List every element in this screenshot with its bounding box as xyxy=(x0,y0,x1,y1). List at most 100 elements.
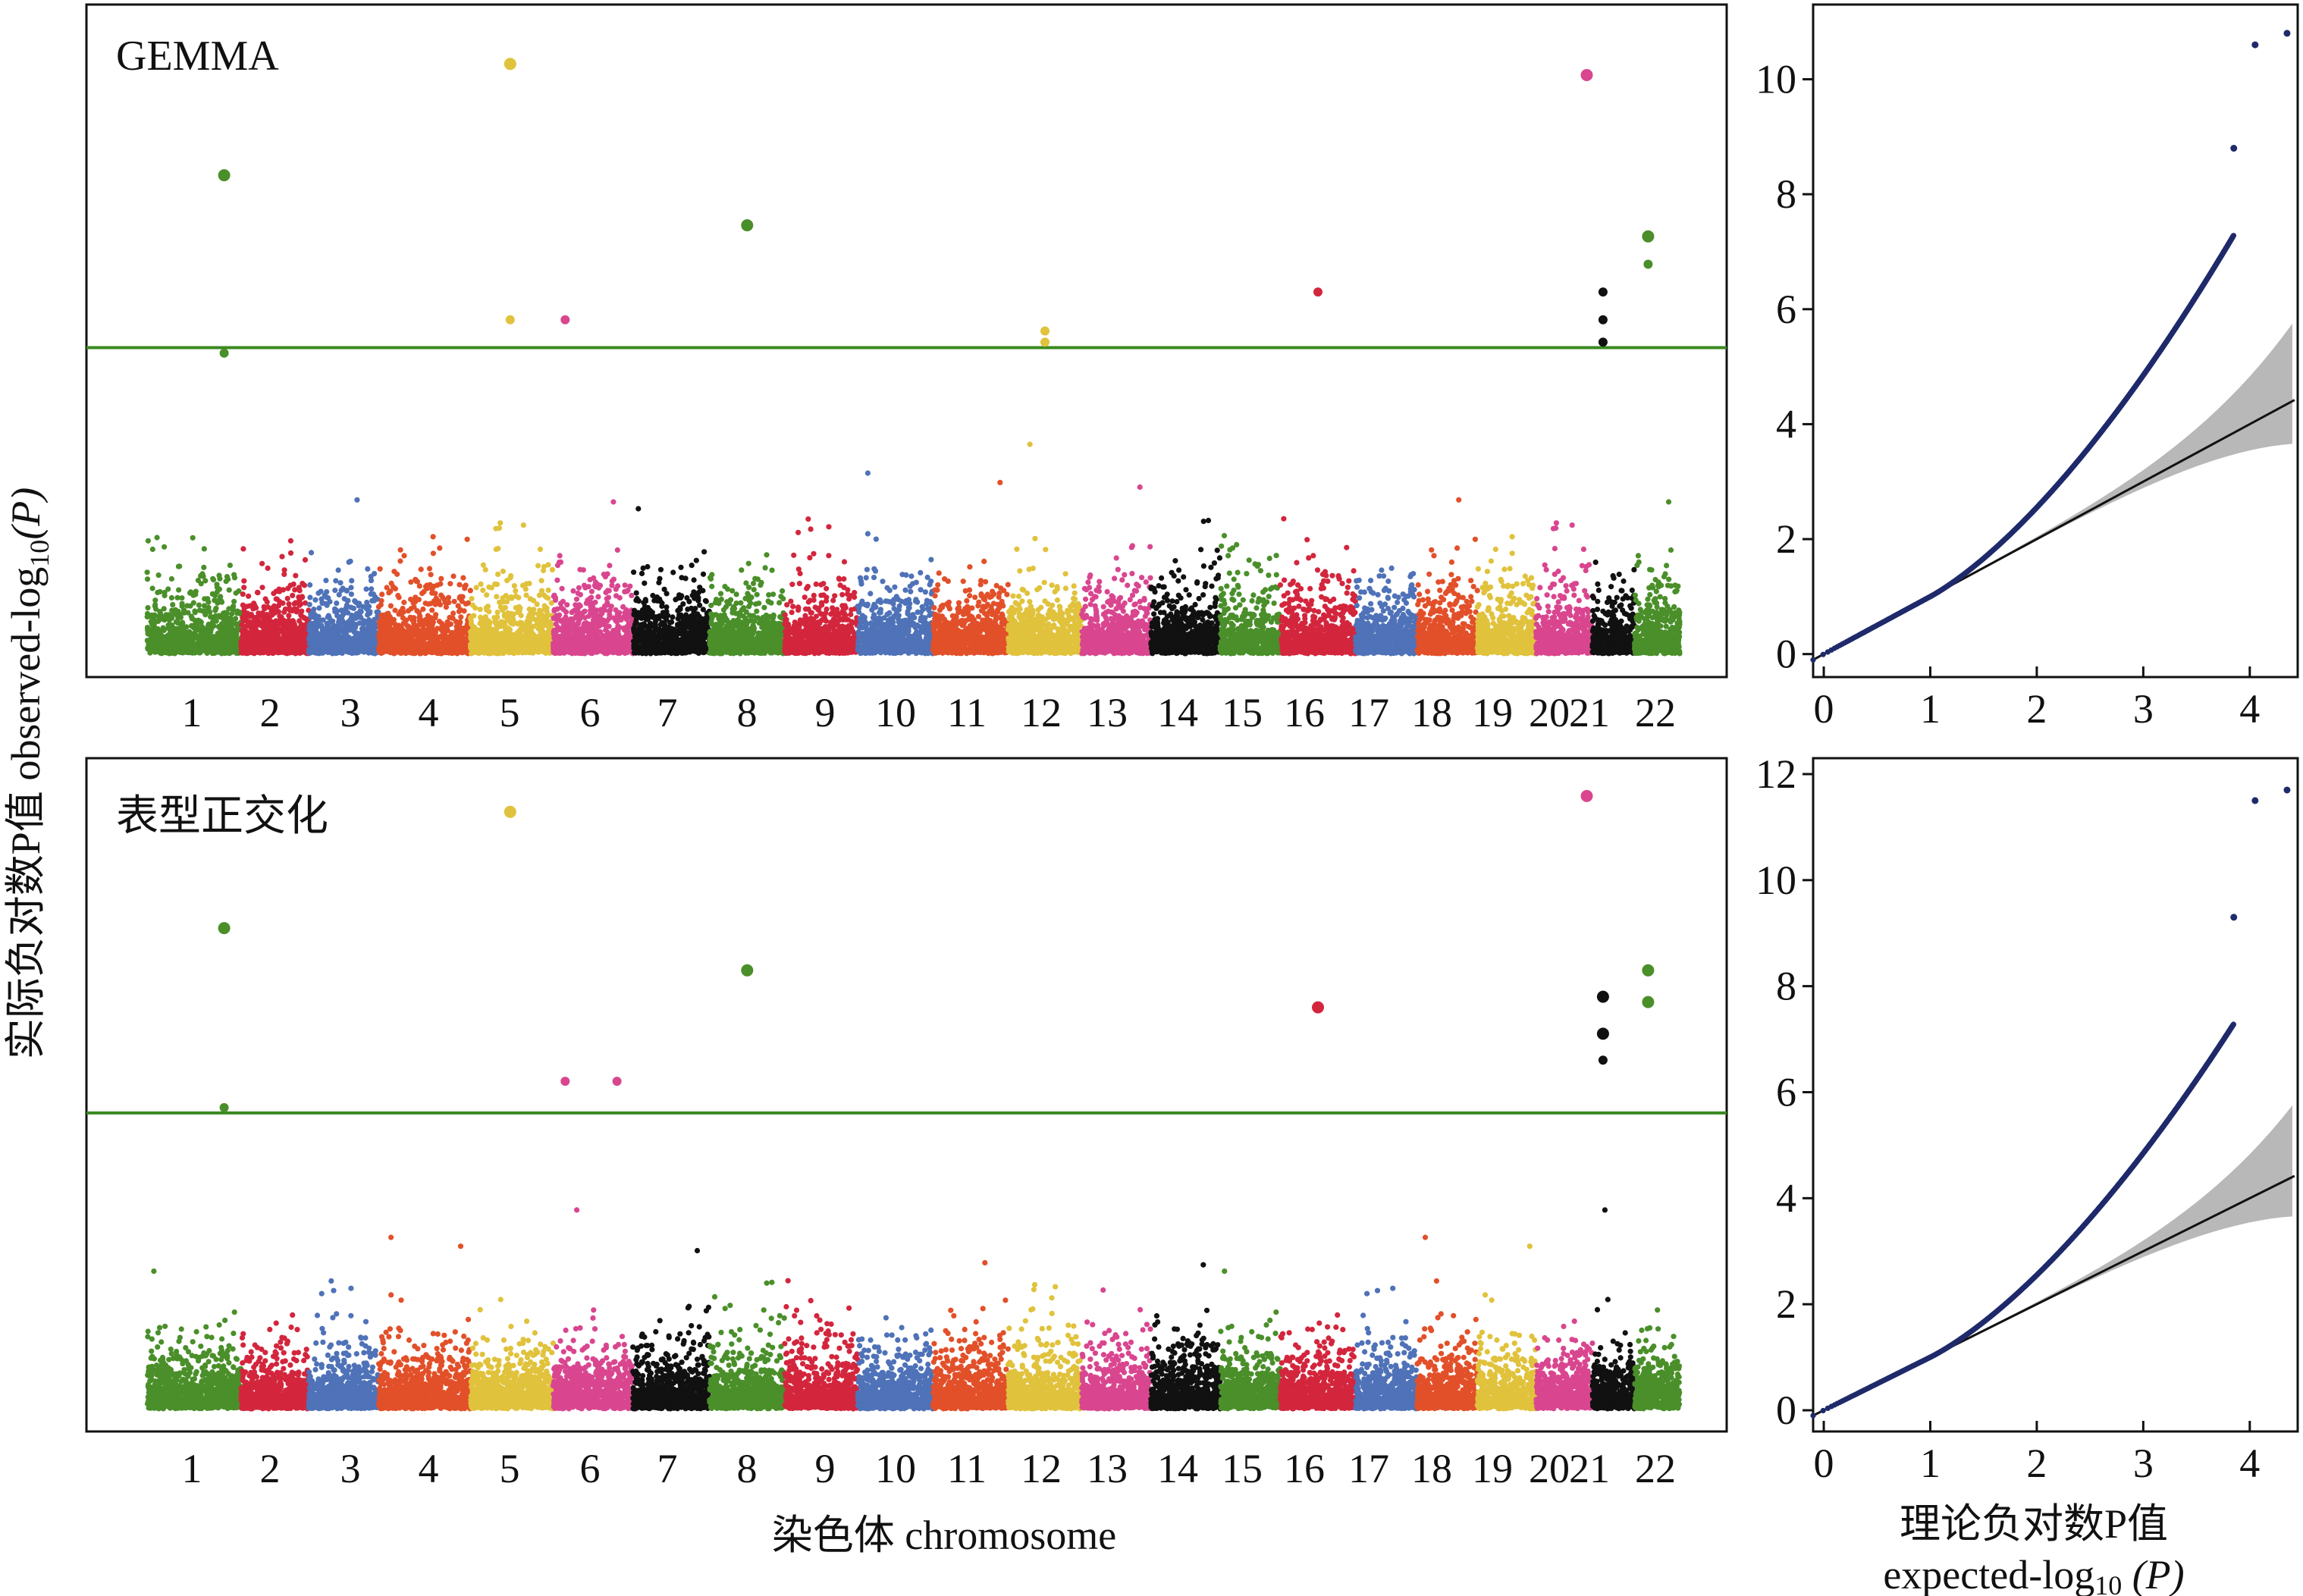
snp-point xyxy=(196,635,202,641)
snp-point xyxy=(209,638,215,644)
snp-point xyxy=(545,562,551,568)
snp-point xyxy=(408,606,414,612)
snp-point xyxy=(431,583,437,589)
snp-point xyxy=(308,611,314,618)
snp-point xyxy=(377,566,383,572)
snp-point xyxy=(158,610,164,617)
snp-point xyxy=(221,629,227,635)
snp-point xyxy=(494,614,500,620)
snp-point xyxy=(531,637,538,643)
snp-point xyxy=(360,648,366,655)
snp-point xyxy=(319,600,325,606)
snp-point xyxy=(622,613,629,619)
snp-point xyxy=(564,602,570,608)
snp-point xyxy=(408,596,414,603)
snp-point xyxy=(246,593,252,599)
snp-point xyxy=(563,609,569,615)
snp-point xyxy=(418,566,424,572)
snp-point xyxy=(433,595,439,601)
snp-point xyxy=(192,610,198,616)
snp-point xyxy=(609,582,615,588)
snp-point xyxy=(527,596,534,602)
snp-point xyxy=(365,643,372,649)
snp-point xyxy=(293,572,299,579)
snp-point xyxy=(318,588,324,594)
snp-point xyxy=(240,638,246,644)
snp-point xyxy=(592,612,598,618)
snp-point xyxy=(241,578,247,584)
snp-point xyxy=(227,563,233,569)
snp-point xyxy=(289,607,295,613)
snp-point xyxy=(613,628,619,634)
snp-point xyxy=(268,625,275,631)
snp-point xyxy=(281,567,287,573)
snp-point xyxy=(605,594,612,600)
snp-point xyxy=(290,619,297,625)
snp-point xyxy=(387,632,393,638)
snp-point xyxy=(259,632,265,638)
snp-point xyxy=(511,583,517,589)
snp-point xyxy=(400,620,406,626)
snp-point xyxy=(420,623,426,629)
snp-point xyxy=(145,538,151,544)
snp-point xyxy=(156,641,162,647)
snp-point xyxy=(287,550,294,557)
snp-point xyxy=(460,649,466,655)
snp-point xyxy=(500,645,507,652)
snp-point xyxy=(516,594,522,600)
snp-point xyxy=(240,591,246,597)
snp-point xyxy=(551,644,557,650)
snp-point xyxy=(437,545,443,551)
snp-point xyxy=(165,612,172,618)
snp-point xyxy=(228,626,234,632)
snp-point xyxy=(605,637,611,643)
snp-point xyxy=(281,629,287,635)
snp-point xyxy=(215,641,221,647)
snp-point xyxy=(494,641,500,647)
snp-point xyxy=(151,622,157,628)
snp-point xyxy=(400,644,406,651)
snp-point xyxy=(428,572,434,578)
snp-point xyxy=(378,602,384,608)
snp-point xyxy=(618,616,624,623)
snp-point xyxy=(187,590,193,596)
snp-point xyxy=(325,620,331,626)
snp-point xyxy=(367,609,373,615)
snp-point xyxy=(418,638,424,644)
snp-point xyxy=(604,600,610,606)
snp-point xyxy=(477,635,483,641)
snp-point xyxy=(280,619,287,625)
snp-point xyxy=(622,582,628,588)
snp-point xyxy=(359,629,365,635)
snp-point xyxy=(175,563,182,569)
snp-point xyxy=(613,640,619,646)
snp-point xyxy=(582,620,588,627)
snp-point xyxy=(307,594,313,600)
snp-point xyxy=(426,566,433,572)
snp-point xyxy=(575,620,582,627)
snp-point xyxy=(559,585,565,591)
snp-point xyxy=(285,585,291,591)
snp-point xyxy=(218,594,224,600)
snp-point xyxy=(344,588,350,594)
snp-point xyxy=(480,587,486,594)
snp-point xyxy=(486,609,492,615)
snp-point xyxy=(365,566,371,572)
snp-point xyxy=(420,606,426,613)
chromosome-4-points xyxy=(375,534,474,657)
snp-point xyxy=(320,617,326,623)
snp-point xyxy=(537,607,543,613)
snp-point xyxy=(201,546,207,552)
snp-point xyxy=(523,592,529,598)
snp-point xyxy=(607,563,613,569)
snp-point xyxy=(519,649,526,656)
snp-point xyxy=(299,594,305,600)
snp-point xyxy=(370,591,376,597)
snp-point xyxy=(402,637,408,643)
snp-point xyxy=(206,604,212,610)
snp-point xyxy=(162,544,168,550)
chromosome-3-points xyxy=(306,497,381,657)
snp-point xyxy=(343,639,349,645)
snp-point xyxy=(168,626,174,632)
snp-point xyxy=(447,650,453,656)
